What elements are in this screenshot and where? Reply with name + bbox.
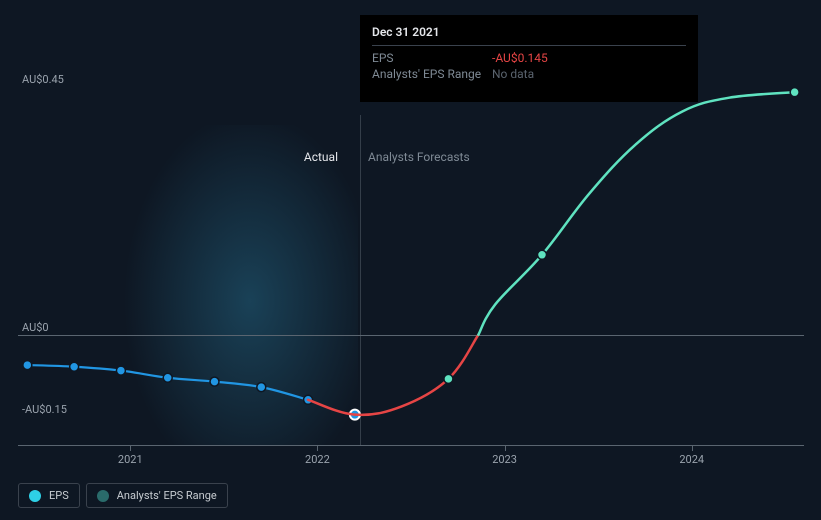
x-axis-label: 2021 (118, 453, 143, 466)
y-axis-label: AU$0.45 (22, 73, 64, 86)
tooltip-row: EPS-AU$0.145 (372, 50, 686, 66)
data-tooltip: Dec 31 2021 EPS-AU$0.145Analysts' EPS Ra… (360, 15, 698, 102)
tooltip-key: Analysts' EPS Range (372, 67, 492, 81)
tooltip-value: No data (492, 67, 534, 81)
x-axis-tick (692, 445, 693, 451)
legend-swatch-range (97, 490, 109, 502)
x-axis-tick (130, 445, 131, 451)
legend-label-eps: EPS (49, 489, 69, 502)
x-axis-tick (317, 445, 318, 451)
legend-item-range[interactable]: Analysts' EPS Range (86, 483, 228, 508)
x-axis-label: 2023 (492, 453, 517, 466)
x-axis-label: 2022 (305, 453, 330, 466)
tooltip-value: -AU$0.145 (492, 51, 548, 65)
eps-chart: Actual Analysts Forecasts AU$0.45AU$0-AU… (18, 15, 804, 470)
tooltip-key: EPS (372, 51, 492, 65)
tooltip-date: Dec 31 2021 (372, 25, 686, 46)
legend-swatch-eps (29, 490, 41, 502)
x-axis-tick (505, 445, 506, 451)
legend: EPS Analysts' EPS Range (18, 483, 228, 508)
legend-item-eps[interactable]: EPS (18, 483, 80, 508)
x-axis-label: 2024 (679, 453, 704, 466)
y-axis-label: -AU$0.15 (22, 403, 67, 416)
y-axis-label: AU$0 (22, 321, 49, 334)
legend-label-range: Analysts' EPS Range (117, 489, 217, 502)
tooltip-row: Analysts' EPS RangeNo data (372, 66, 686, 82)
